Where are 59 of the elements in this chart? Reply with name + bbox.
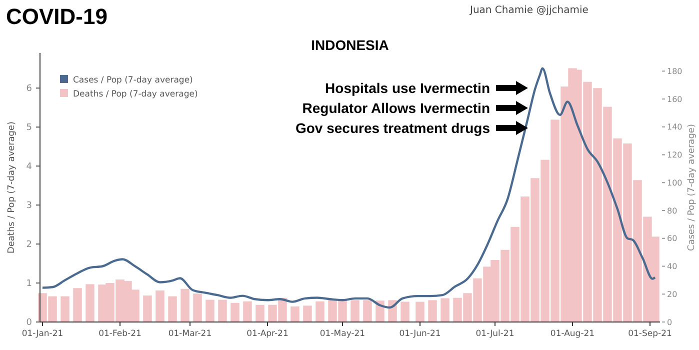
x-tick-label: 01-Jun-21 (399, 329, 441, 339)
y-tick-label: 2 (26, 240, 32, 250)
bar (316, 301, 324, 322)
y2-tick-label: 20 (667, 290, 678, 299)
y2-tick-label: 160 (667, 94, 682, 104)
y2-tick-label: 60 (667, 234, 678, 244)
y2-tick-label: 80 (667, 206, 678, 216)
line-series (41, 67, 656, 309)
legend-label: Cases / Pop (7-day average) (73, 76, 193, 86)
legend-label: Deaths / Pop (7-day average) (73, 90, 198, 100)
bar (156, 290, 164, 322)
bar (440, 298, 450, 322)
y-tick-label: 3 (26, 201, 32, 212)
y-tick-label: 4 (26, 162, 32, 172)
annotation: Hospitals use Ivermectin (325, 80, 490, 96)
bar (290, 306, 300, 322)
annotation: Regulator Allows Ivermectin (302, 100, 490, 116)
y2-tick-label: 140 (667, 122, 682, 132)
x-tick-label: 01-Jul-21 (476, 329, 514, 339)
y2-tick-label: 120 (667, 150, 682, 160)
bar (416, 302, 424, 322)
bar (143, 295, 152, 322)
y2-tick-label: 0 (667, 318, 672, 327)
annotation: Gov secures treatment drugs (295, 120, 490, 136)
bar (350, 300, 360, 322)
bar (218, 300, 227, 322)
x-tick-label: 01-Jan-21 (22, 329, 64, 339)
bar (206, 300, 214, 322)
bar (73, 288, 82, 322)
y2-axis-title: Cases / Pop (7-day average) (687, 124, 697, 251)
chart-title: COVID-19 (6, 4, 108, 29)
y2-tick-label: 40 (667, 262, 678, 272)
bar (400, 302, 410, 322)
y2-tick-label: 180 (667, 66, 682, 76)
y2-tick-label: 100 (667, 178, 682, 188)
x-tick-label: 01-Feb-21 (98, 329, 142, 339)
bar (303, 306, 312, 322)
bar (256, 304, 264, 322)
chart-subtitle: INDONESIA (311, 37, 389, 53)
bar (428, 300, 437, 322)
y-tick-label: 5 (26, 123, 32, 134)
x-tick-label: 01-Sep-21 (628, 329, 672, 339)
bar (86, 284, 94, 322)
y-tick-label: 1 (26, 279, 32, 290)
x-tick-label: 01-Apr-21 (246, 329, 288, 339)
x-tick-label: 01-May-21 (320, 329, 366, 339)
bar (243, 301, 252, 322)
bar (230, 302, 240, 322)
y-tick-label: 6 (26, 84, 32, 94)
text: Juan Chamie @jjchamie (469, 5, 588, 16)
bar (60, 296, 70, 322)
y-axis-title: Deaths / Pop (7-day average) (7, 121, 17, 254)
bar (168, 296, 177, 322)
bar (180, 288, 190, 322)
y-tick-label: 0 (26, 318, 32, 328)
x-tick-label: 01-Mar-21 (168, 329, 212, 339)
x-tick-label: 01-Aug-21 (550, 329, 595, 339)
bar (363, 300, 372, 322)
bar (193, 294, 202, 322)
